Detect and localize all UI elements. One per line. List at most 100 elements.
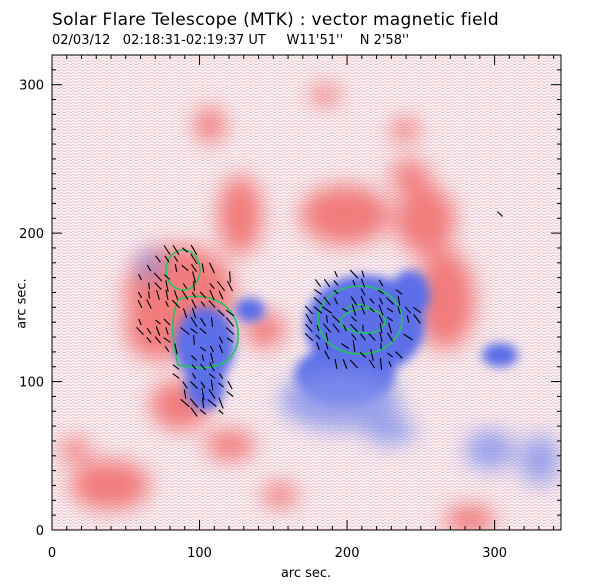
field-vector	[360, 278, 366, 288]
field-vector	[164, 345, 170, 353]
field-vector	[378, 279, 384, 287]
field-vector	[360, 288, 366, 296]
field-vector	[190, 328, 198, 334]
field-vector	[200, 381, 206, 389]
field-vector	[207, 399, 217, 407]
field-vector	[172, 373, 180, 379]
field-vector	[395, 351, 403, 359]
field-vector	[189, 398, 199, 408]
field-vector	[349, 323, 359, 333]
field-vector	[370, 349, 374, 361]
field-vector	[379, 322, 383, 334]
field-vector	[368, 359, 376, 369]
field-vector	[165, 289, 169, 301]
field-vector	[191, 271, 197, 283]
field-vector	[201, 397, 205, 409]
observation-time: 02:18:31-02:19:37 UT	[122, 33, 266, 48]
field-vector	[210, 317, 214, 327]
field-vector	[180, 327, 190, 335]
field-vector	[388, 361, 392, 367]
field-vector	[199, 346, 207, 352]
field-vector	[165, 301, 169, 307]
field-vector	[199, 327, 207, 335]
y-tick-label: 0	[36, 524, 44, 539]
field-vector	[210, 352, 214, 364]
field-vector	[137, 299, 143, 309]
field-vector	[163, 245, 171, 255]
field-vector	[226, 391, 234, 397]
observation-date: 02/03/12	[52, 33, 111, 48]
field-vector	[323, 278, 331, 288]
field-vector	[378, 304, 384, 316]
field-vector	[359, 352, 367, 358]
field-vector	[191, 307, 197, 319]
field-vector	[182, 381, 188, 389]
field-vector	[155, 319, 161, 325]
transverse-vectors	[136, 211, 503, 417]
field-vector	[368, 333, 376, 341]
field-vector	[191, 299, 197, 309]
field-vector	[360, 333, 366, 341]
field-vector	[386, 316, 394, 322]
field-vector	[146, 299, 152, 309]
field-vector	[183, 389, 187, 399]
field-vector	[225, 317, 235, 327]
field-vector	[388, 322, 392, 334]
field-vector	[208, 300, 216, 308]
field-vector	[322, 323, 332, 333]
field-vector	[181, 290, 189, 300]
field-vector	[209, 282, 215, 290]
field-vector	[333, 297, 339, 305]
axis-tick-labels: 0 100 200 300 0 100 200 300	[19, 79, 507, 561]
field-vector	[190, 355, 198, 361]
field-vector	[190, 407, 198, 417]
field-vector	[208, 373, 216, 379]
field-vector	[155, 326, 161, 336]
field-vector	[340, 343, 350, 349]
field-map	[52, 55, 561, 530]
field-vector	[360, 305, 366, 315]
field-vector	[190, 253, 198, 265]
field-vector	[349, 269, 359, 279]
field-vector	[325, 342, 329, 350]
field-vector	[218, 409, 224, 415]
field-vector	[313, 288, 323, 296]
field-vector	[386, 352, 394, 358]
field-vector	[182, 247, 188, 253]
field-vector	[172, 244, 180, 256]
field-vector	[403, 333, 413, 341]
field-vector	[360, 295, 366, 307]
field-vector	[333, 289, 339, 295]
field-vector	[316, 324, 320, 332]
field-vector	[369, 298, 375, 304]
field-vector	[334, 270, 338, 278]
field-vector	[136, 326, 144, 336]
field-vector	[172, 364, 180, 370]
field-vector	[180, 398, 190, 408]
axis-ticks	[51, 54, 561, 531]
field-vector	[191, 364, 197, 370]
x-tick-label: 200	[335, 546, 360, 561]
field-vector	[351, 333, 357, 341]
field-vector	[313, 297, 323, 305]
field-vector	[323, 296, 331, 306]
field-vector	[304, 332, 314, 342]
observation-latitude: N 2'58''	[359, 33, 410, 48]
field-vector	[324, 350, 330, 360]
field-vector	[332, 323, 340, 333]
field-vector	[154, 336, 162, 344]
x-tick-label: 300	[482, 546, 507, 561]
field-vector	[165, 280, 169, 292]
field-vector	[146, 264, 152, 272]
field-vector	[217, 309, 225, 317]
field-vector	[380, 342, 382, 350]
field-vector	[377, 289, 385, 295]
field-vector	[342, 308, 348, 312]
y-tick-label: 100	[19, 376, 44, 391]
field-vector	[397, 305, 401, 315]
x-tick-label: 0	[48, 546, 56, 561]
field-vector	[209, 289, 215, 301]
field-vector	[395, 289, 403, 295]
field-vector	[350, 296, 358, 306]
field-vector	[343, 324, 347, 332]
